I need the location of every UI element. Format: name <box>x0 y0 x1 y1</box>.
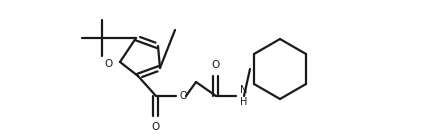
Text: N
H: N H <box>240 85 247 107</box>
Text: O: O <box>212 60 220 70</box>
Text: O: O <box>152 122 160 132</box>
Text: O: O <box>180 91 187 101</box>
Text: O: O <box>105 59 113 69</box>
